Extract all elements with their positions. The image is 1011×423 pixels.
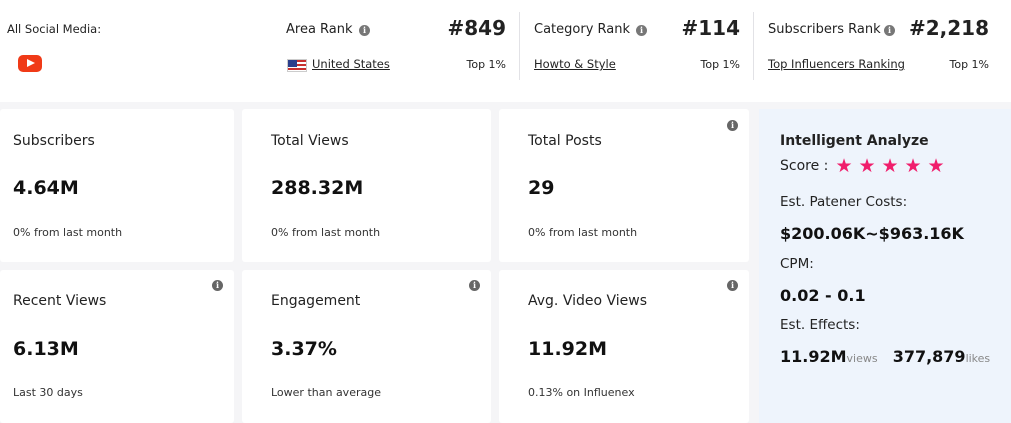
total-posts-card: i Total Posts 29 0% from last month [499, 109, 749, 262]
recent-views-card: i Recent Views 6.13M Last 30 days [0, 270, 234, 423]
category-rank-percent: Top 1% [700, 58, 740, 71]
effects-likes-value: 377,879 [892, 347, 966, 366]
info-icon[interactable]: i [469, 280, 480, 291]
area-rank-percent: Top 1% [466, 58, 506, 71]
area-rank-link[interactable]: United States [312, 57, 390, 71]
card-value: 3.37% [271, 338, 337, 360]
analyze-title: Intelligent Analyze [780, 133, 929, 149]
partner-costs-value: $200.06K~$963.16K [780, 224, 964, 243]
card-subtext: 0% from last month [13, 226, 123, 239]
partner-costs-label: Est. Patener Costs: [780, 194, 908, 210]
card-title: Avg. Video Views [528, 293, 648, 309]
social-media-label: All Social Media: [7, 22, 102, 36]
us-flag-icon [287, 59, 307, 72]
card-value: 6.13M [13, 338, 79, 360]
info-icon[interactable]: i [212, 280, 223, 291]
card-value: 4.64M [13, 177, 79, 199]
category-rank-title: Category Rank [534, 22, 630, 37]
area-rank-value: #849 [447, 16, 506, 40]
total-views-card: Total Views 288.32M 0% from last month [242, 109, 491, 262]
intelligent-analyze-panel: Intelligent Analyze Score : ★ ★ ★ ★ ★ Est. P… [759, 109, 1011, 423]
star-icon: ★ [881, 155, 899, 177]
card-subtext: 0% from last month [271, 226, 381, 239]
cpm-label: CPM: [780, 256, 814, 272]
star-icon: ★ [927, 155, 945, 177]
divider [519, 12, 520, 80]
info-icon[interactable]: i [727, 120, 738, 131]
score-stars: ★ ★ ★ ★ ★ [833, 156, 947, 176]
card-title: Recent Views [13, 293, 107, 309]
category-rank: Category Rank i #114 Howto & Style Top 1… [534, 0, 742, 80]
card-value: 29 [528, 177, 555, 199]
score-label: Score : [780, 158, 829, 174]
area-rank: Area Rank i #849 United States Top 1% [286, 0, 508, 80]
card-subtext: Lower than average [271, 386, 381, 399]
effects-views-unit: views [846, 352, 878, 365]
subscribers-rank: Subscribers Rank i #2,218 Top Influencer… [768, 0, 991, 80]
effects-values: 11.92Mviews 377,879likes [780, 347, 990, 366]
card-title: Total Views [271, 133, 349, 149]
effects-likes-unit: likes [965, 352, 991, 365]
avg-video-views-card: i Avg. Video Views 11.92M 0.13% on Influ… [499, 270, 749, 423]
engagement-card: i Engagement 3.37% Lower than average [242, 270, 491, 423]
subscribers-rank-percent: Top 1% [949, 58, 989, 71]
card-subtext: Last 30 days [13, 386, 83, 399]
card-subtext: 0% from last month [528, 226, 638, 239]
card-title: Total Posts [528, 133, 602, 149]
card-value: 11.92M [528, 338, 608, 360]
star-icon: ★ [858, 155, 876, 177]
info-icon[interactable]: i [727, 280, 738, 291]
card-value: 288.32M [271, 177, 364, 199]
info-icon[interactable]: i [884, 25, 895, 36]
category-rank-link[interactable]: Howto & Style [534, 57, 616, 71]
divider [753, 12, 754, 80]
subscribers-rank-value: #2,218 [908, 16, 989, 40]
subscribers-rank-link[interactable]: Top Influencers Ranking [768, 57, 905, 71]
effects-label: Est. Effects: [780, 317, 860, 333]
cpm-value: 0.02 - 0.1 [780, 286, 866, 305]
info-icon[interactable]: i [359, 25, 370, 36]
subscribers-rank-title: Subscribers Rank [768, 22, 881, 37]
card-title: Engagement [271, 293, 361, 309]
star-icon: ★ [904, 155, 922, 177]
info-icon[interactable]: i [636, 25, 647, 36]
effects-views-value: 11.92M [780, 347, 847, 366]
area-rank-title: Area Rank [286, 22, 353, 37]
subscribers-card: Subscribers 4.64M 0% from last month [0, 109, 234, 262]
card-title: Subscribers [13, 133, 95, 149]
youtube-icon[interactable] [18, 55, 42, 72]
star-icon: ★ [835, 155, 853, 177]
category-rank-value: #114 [681, 16, 740, 40]
rank-header: All Social Media: Area Rank i #849 Unite… [0, 0, 1011, 102]
card-subtext: 0.13% on Influenex [528, 386, 635, 399]
